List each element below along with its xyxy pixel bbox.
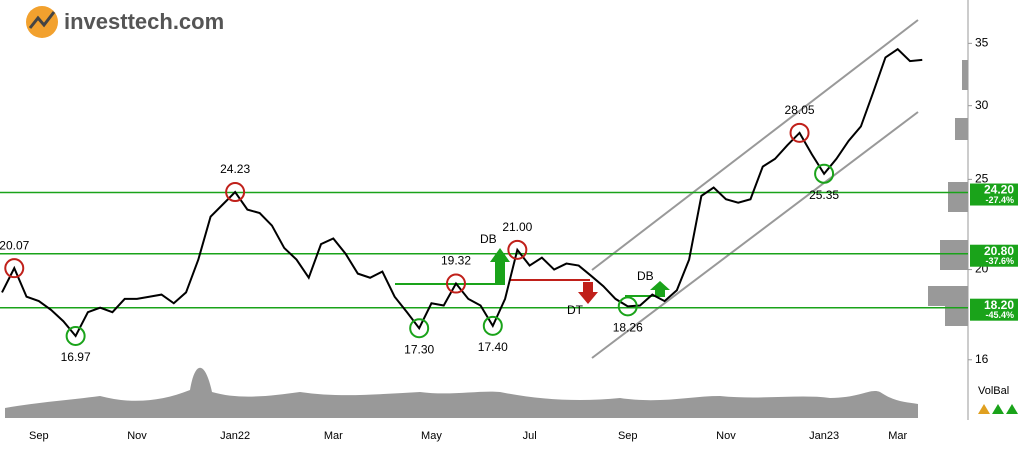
- profile-bar: [962, 60, 968, 90]
- x-tick-label: Sep: [618, 430, 638, 442]
- extreme-marker: [445, 273, 466, 294]
- extreme-label: 28.05: [785, 103, 815, 117]
- level-value: 18.20: [984, 298, 1014, 312]
- signal-label: DT: [567, 303, 584, 317]
- signal-label: DB: [637, 269, 654, 283]
- extreme-label: 20.07: [0, 238, 30, 252]
- extreme-marker: [814, 163, 835, 184]
- x-tick-label: Nov: [716, 430, 736, 442]
- extreme-label: 18.26: [613, 321, 643, 335]
- y-tick-label: 25: [975, 172, 989, 186]
- profile-bar: [948, 182, 968, 212]
- x-tick-label: Sep: [29, 430, 49, 442]
- profile-bar: [955, 118, 968, 140]
- signal-label: DB: [480, 232, 497, 246]
- trend-channel: [591, 19, 919, 271]
- extreme-label: 17.40: [478, 340, 508, 354]
- extreme-marker: [482, 315, 503, 336]
- volume-indicator: [978, 404, 1018, 414]
- extreme-label: 17.30: [404, 342, 434, 356]
- extreme-marker: [789, 122, 810, 143]
- volume-label: VolBal: [978, 385, 1009, 397]
- extreme-label: 19.32: [441, 254, 471, 268]
- level-box: [970, 298, 1018, 321]
- logo-text: investtech.com: [64, 9, 224, 34]
- level-change: -27.4%: [985, 195, 1014, 205]
- volume-area: [5, 367, 918, 418]
- extreme-label: 25.35: [809, 188, 839, 202]
- y-tick-label: 35: [975, 36, 989, 50]
- x-tick-label: Jan23: [809, 430, 839, 442]
- profile-bar: [928, 286, 968, 306]
- profile-bar: [945, 306, 968, 326]
- indicator-arrow: [992, 404, 1004, 414]
- x-tick-label: Jul: [523, 430, 537, 442]
- signal-arrow: [578, 282, 598, 304]
- level-box: [970, 244, 1018, 267]
- x-tick-label: Mar: [888, 430, 907, 442]
- logo-icon-line: [28, 11, 56, 29]
- level-box: [970, 183, 1018, 206]
- level-change: -37.6%: [985, 256, 1014, 266]
- x-tick-label: Nov: [127, 430, 147, 442]
- signals: DB DT DB: [395, 232, 670, 317]
- logo: investtech.com: [26, 6, 224, 38]
- extreme-marker: [65, 325, 86, 346]
- extreme-marker: [4, 258, 25, 279]
- volume-profile: [928, 60, 968, 326]
- signal-arrow: [650, 281, 670, 296]
- extreme-marker: [225, 182, 246, 203]
- level-value: 20.80: [984, 244, 1014, 258]
- x-tick-label: May: [421, 430, 442, 442]
- extreme-marker: [409, 318, 430, 339]
- extreme-marker: [617, 296, 638, 317]
- extreme-label: 21.00: [502, 220, 532, 234]
- indicator-arrow: [978, 404, 990, 414]
- x-tick-label: Jan22: [220, 430, 250, 442]
- extreme-marker: [507, 239, 528, 260]
- extreme-label: 16.97: [61, 350, 91, 364]
- trend-channel: [591, 111, 919, 359]
- y-tick-label: 16: [975, 352, 989, 366]
- signal-arrow: [490, 248, 510, 284]
- level-value: 24.20: [984, 183, 1014, 197]
- indicator-arrow: [1006, 404, 1018, 414]
- extreme-label: 24.23: [220, 162, 250, 176]
- y-tick-label: 30: [975, 98, 989, 112]
- x-tick-label: Mar: [324, 430, 343, 442]
- profile-bar: [940, 240, 968, 270]
- level-change: -45.4%: [985, 310, 1014, 320]
